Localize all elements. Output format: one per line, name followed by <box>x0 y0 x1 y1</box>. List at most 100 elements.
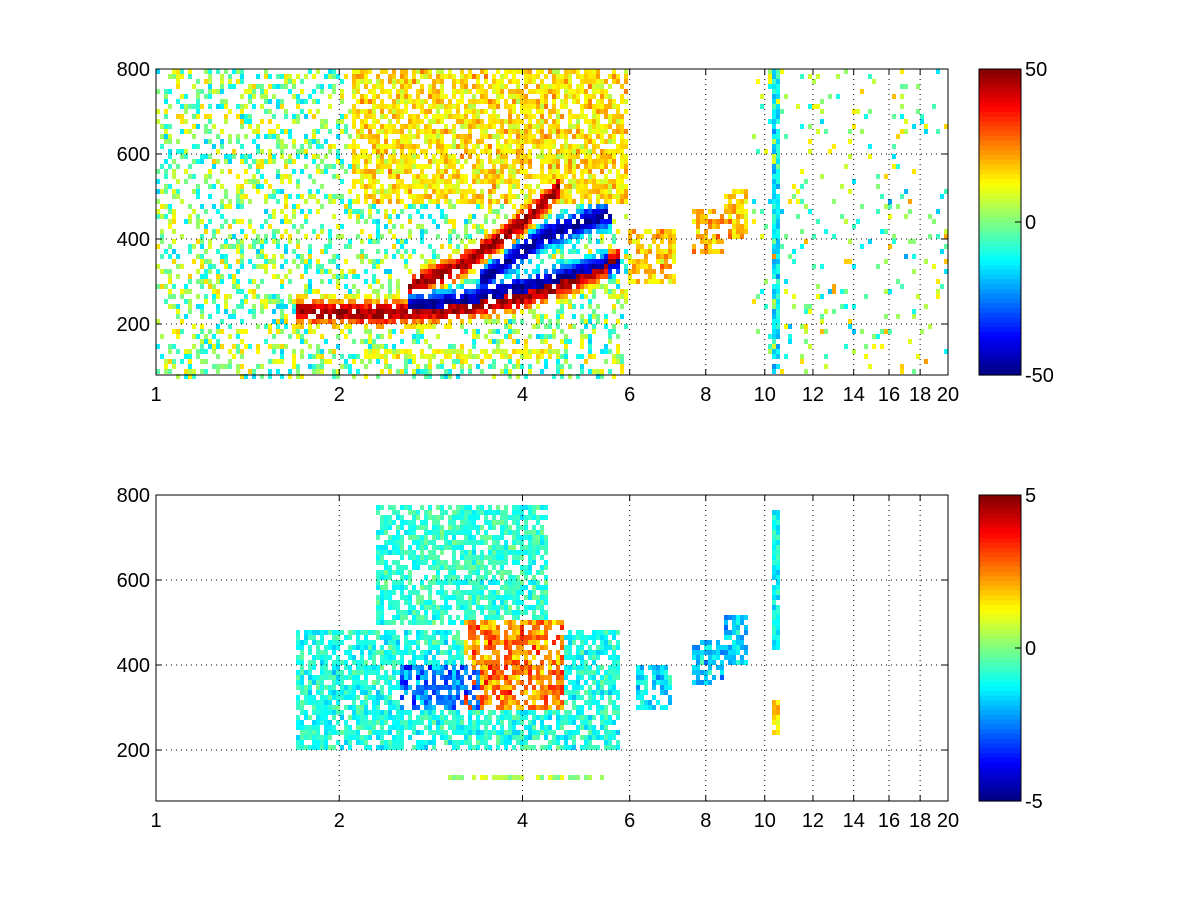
heatmap-cell <box>212 234 216 239</box>
heatmap-cell <box>512 239 516 244</box>
heatmap-cell <box>388 535 392 540</box>
heatmap-cell <box>328 129 332 134</box>
heatmap-cell <box>600 274 604 279</box>
heatmap-cell <box>604 109 608 114</box>
heatmap-cell <box>240 79 244 84</box>
heatmap-cell <box>556 79 560 84</box>
heatmap-cell <box>456 119 460 124</box>
heatmap-cell <box>448 219 452 224</box>
heatmap-cell <box>376 374 380 379</box>
heatmap-cell <box>296 94 300 99</box>
heatmap-cell <box>876 174 880 179</box>
grid-lines <box>156 69 948 375</box>
heatmap-cell <box>924 124 928 129</box>
heatmap-cell <box>608 169 612 174</box>
heatmap-cell <box>584 164 588 169</box>
heatmap-cell <box>532 79 536 84</box>
heatmap-cell <box>264 264 268 269</box>
heatmap-cell <box>708 219 712 224</box>
heatmap-cell <box>540 154 544 159</box>
heatmap-cell <box>376 545 380 550</box>
heatmap-cell <box>556 244 560 249</box>
heatmap-cell <box>388 575 392 580</box>
heatmap-cell <box>552 329 556 334</box>
heatmap-cell <box>416 279 420 284</box>
colorbar-segment <box>979 73 1021 80</box>
heatmap-cell <box>396 735 400 740</box>
heatmap-cell <box>648 269 652 274</box>
heatmap-cell <box>240 254 244 259</box>
heatmap-cell <box>424 364 428 369</box>
heatmap-cell <box>632 279 636 284</box>
heatmap-cell <box>416 104 420 109</box>
heatmap-cell <box>260 279 264 284</box>
heatmap-cell <box>168 304 172 309</box>
heatmap-cell <box>288 294 292 299</box>
heatmap-cell <box>524 84 528 89</box>
heatmap-cell <box>768 119 772 124</box>
heatmap-cell <box>808 304 812 309</box>
heatmap-cell <box>348 324 352 329</box>
heatmap-cell <box>304 710 308 715</box>
heatmap-cell <box>436 224 440 229</box>
heatmap-cell <box>504 364 508 369</box>
heatmap-cell <box>568 234 572 239</box>
heatmap-cell <box>264 239 268 244</box>
heatmap-cell <box>392 720 396 725</box>
heatmap-cell <box>548 354 552 359</box>
heatmap-cell <box>616 284 620 289</box>
heatmap-cell <box>360 319 364 324</box>
heatmap-cell <box>564 139 568 144</box>
colorbar-segment <box>979 284 1021 290</box>
heatmap-cell <box>316 209 320 214</box>
heatmap-cell <box>596 69 600 74</box>
heatmap-cell <box>428 94 432 99</box>
heatmap-cell <box>524 99 528 104</box>
heatmap-cell <box>200 349 204 354</box>
heatmap-cell <box>336 274 340 279</box>
heatmap-cell <box>536 294 540 299</box>
heatmap-cell <box>824 229 828 234</box>
heatmap-cell <box>396 650 400 655</box>
heatmap-cell <box>488 174 492 179</box>
heatmap-cell <box>520 169 524 174</box>
heatmap-cell <box>440 279 444 284</box>
heatmap-cell <box>368 129 372 134</box>
heatmap-cell <box>200 89 204 94</box>
heatmap-cell <box>404 134 408 139</box>
heatmap-cell <box>704 239 708 244</box>
heatmap-cell <box>548 114 552 119</box>
heatmap-cell <box>540 314 544 319</box>
heatmap-cell <box>264 179 268 184</box>
heatmap-cell <box>308 259 312 264</box>
heatmap-cell <box>584 169 588 174</box>
heatmap-cell <box>396 164 400 169</box>
heatmap-cell <box>588 204 592 209</box>
heatmap-cell <box>916 109 920 114</box>
heatmap-cell <box>180 104 184 109</box>
heatmap-cell <box>824 309 828 314</box>
heatmap-cell <box>620 289 624 294</box>
heatmap-cell <box>372 665 376 670</box>
heatmap-cell <box>300 339 304 344</box>
heatmap-cell <box>696 219 700 224</box>
heatmap-cell <box>568 259 572 264</box>
heatmap-cell <box>288 179 292 184</box>
heatmap-cell <box>432 99 436 104</box>
heatmap-cell <box>520 89 524 94</box>
heatmap-cell <box>464 114 468 119</box>
heatmap-cell <box>268 74 272 79</box>
heatmap-cell <box>444 289 448 294</box>
heatmap-cell <box>156 214 160 219</box>
heatmap-cell <box>196 144 200 149</box>
heatmap-cell <box>496 329 500 334</box>
heatmap-cell <box>220 244 224 249</box>
colorbar-segment <box>979 317 1021 324</box>
heatmap-cell <box>320 705 324 710</box>
heatmap-cell <box>320 635 324 640</box>
heatmap-cell <box>420 74 424 79</box>
heatmap-cell <box>536 119 540 124</box>
heatmap-cell <box>508 134 512 139</box>
heatmap-cell <box>168 294 172 299</box>
